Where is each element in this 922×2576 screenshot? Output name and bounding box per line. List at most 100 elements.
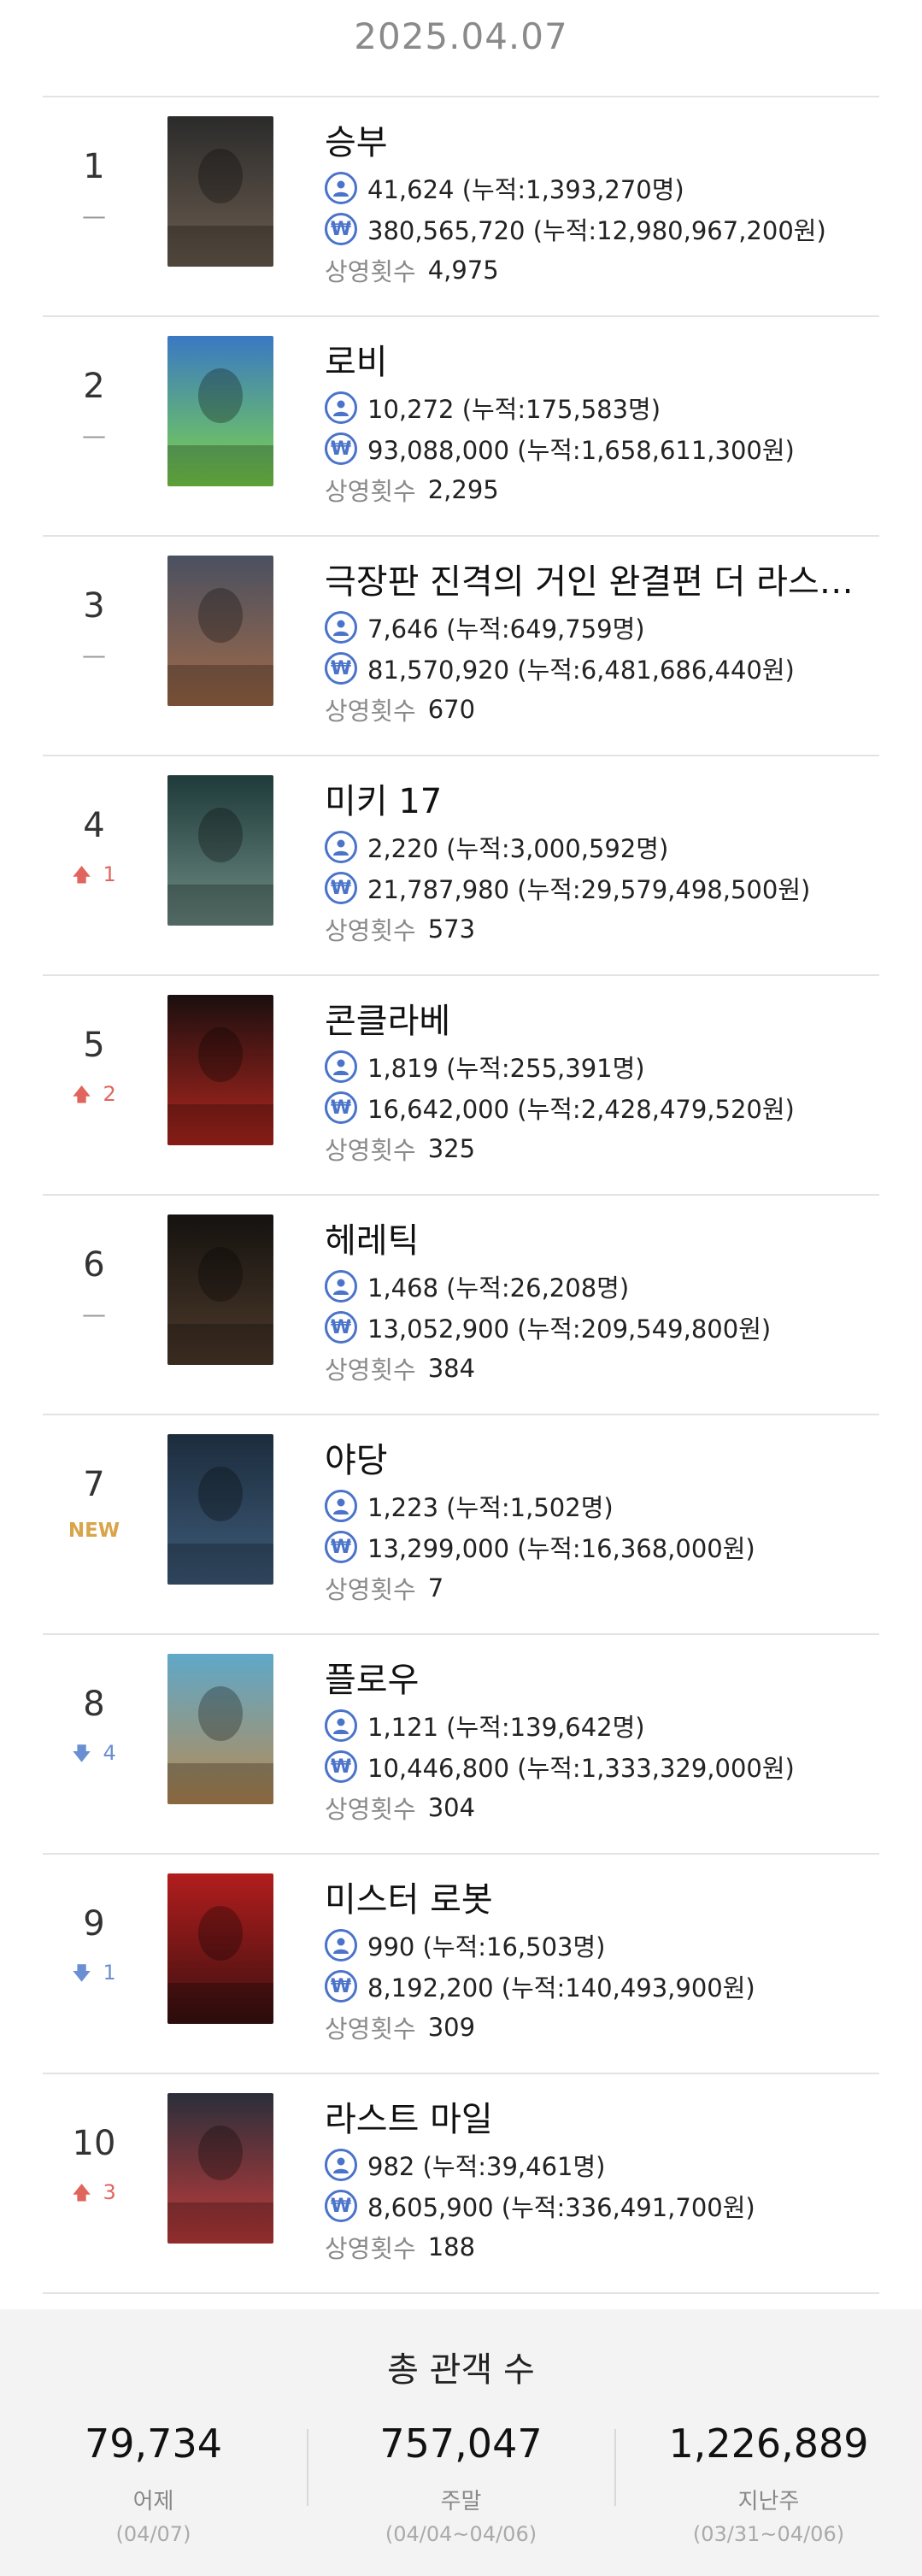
movie-poster[interactable] (167, 1654, 273, 1804)
stat-label: 지난주 (737, 2489, 800, 2514)
sales-amount: 16,642,000 (누적:2,428,479,520원) (367, 1095, 795, 1124)
audience-count: 7,646 (누적:649,759명) (367, 615, 645, 644)
screenings-label: 상영횟수 (325, 1356, 416, 1385)
screenings-label: 상영횟수 (325, 697, 416, 726)
movie-poster[interactable] (167, 116, 273, 267)
sales-amount: 21,787,980 (누적:29,579,498,500원) (367, 875, 811, 904)
sales-line: ₩ 8,192,200 (누적:140,493,900원) (325, 1966, 880, 2007)
screenings-label: 상영횟수 (325, 257, 416, 286)
audience-line: 7,646 (누적:649,759명) (325, 607, 880, 648)
arrow-up-icon: 🡅 (72, 1085, 91, 1106)
movie-poster[interactable] (167, 2093, 273, 2244)
sales-line: ₩ 81,570,920 (누적:6,481,686,440원) (325, 648, 880, 689)
arrow-up-icon: 🡅 (72, 2183, 91, 2204)
arrow-down-icon: 🡇 (72, 1963, 91, 1985)
audience-count: 10,272 (누적:175,583명) (367, 395, 661, 424)
movie-row[interactable]: 8 🡇 4 플로우 1,121 (누적:139,642명) ₩ 10 (43, 1635, 879, 1855)
movie-title[interactable]: 플로우 (325, 1661, 420, 1700)
audience-line: 1,468 (누적:26,208명) (325, 1266, 880, 1307)
movie-title[interactable]: 미스터 로봇 (325, 1880, 493, 1920)
movie-title[interactable]: 야당 (325, 1441, 388, 1480)
won-icon: ₩ (325, 1970, 357, 2003)
audience-count: 990 (누적:16,503명) (367, 1932, 606, 1961)
won-icon: ₩ (325, 2190, 357, 2222)
ranking-date: 2025.04.07 (354, 15, 568, 57)
stat-label: 어제 (132, 2489, 174, 2514)
screenings-count: 7 (427, 1573, 444, 1603)
audience-count: 1,468 (누적:26,208명) (367, 1273, 630, 1303)
rank-change: — (43, 421, 145, 450)
screenings-label: 상영횟수 (325, 916, 416, 945)
movie-title[interactable]: 라스트 마일 (325, 2100, 493, 2139)
sales-line: ₩ 93,088,000 (누적:1,658,611,300원) (325, 428, 880, 469)
screenings-count: 304 (427, 1793, 476, 1822)
rank-number: 8 (83, 1685, 105, 1724)
screenings-line: 상영횟수 4,975 (325, 250, 880, 291)
rank-change: 🡇 4 (43, 1739, 145, 1772)
screenings-count: 188 (427, 2232, 476, 2261)
audience-line: 982 (누적:39,461명) (325, 2144, 880, 2185)
sales-amount: 8,605,900 (누적:336,491,700원) (367, 2193, 755, 2222)
screenings-count: 573 (427, 915, 476, 944)
rank-change-value: 1 (103, 862, 116, 886)
audience-count: 1,819 (누적:255,391명) (367, 1054, 645, 1083)
audience-line: 10,272 (누적:175,583명) (325, 387, 880, 428)
movie-row[interactable]: 10 🡅 3 라스트 마일 982 (누적:39,461명) ₩ 8 (43, 2074, 879, 2294)
movie-poster[interactable] (167, 995, 273, 1145)
rank-change-value: — (82, 1300, 106, 1328)
won-icon: ₩ (325, 1750, 357, 1783)
movie-info: 라스트 마일 982 (누적:39,461명) ₩ 8,605,900 (누적:… (325, 2098, 880, 2267)
movie-title[interactable]: 로비 (325, 343, 388, 382)
audience-line: 1,223 (누적:1,502명) (325, 1485, 880, 1526)
screenings-label: 상영횟수 (325, 1575, 416, 1604)
movie-row[interactable]: 6 — 헤레틱 1,468 (누적:26,208명) ₩ 13,05 (43, 1196, 879, 1415)
movie-poster[interactable] (167, 775, 273, 926)
won-icon: ₩ (325, 1091, 357, 1124)
rank-change: 🡅 3 (43, 2179, 145, 2211)
movie-title[interactable]: 승부 (325, 123, 388, 162)
movie-title[interactable]: 콘클라베 (325, 1002, 451, 1041)
stat-value: 79,734 (85, 2420, 222, 2467)
rank-change: — (43, 641, 145, 669)
rank-change-value: — (82, 202, 106, 230)
screenings-count: 384 (427, 1354, 476, 1383)
won-icon: ₩ (325, 1311, 357, 1344)
movie-row[interactable]: 1 — 승부 41,624 (누적:1,393,270명) ₩ 38 (43, 97, 879, 317)
audience-count: 41,624 (누적:1,393,270명) (367, 175, 684, 204)
screenings-count: 309 (427, 2013, 476, 2042)
movie-poster[interactable] (167, 1873, 273, 2024)
movie-info: 승부 41,624 (누적:1,393,270명) ₩ 380,565,720 … (325, 121, 880, 291)
person-icon (325, 2149, 357, 2181)
movie-title[interactable]: 미키 17 (325, 782, 443, 821)
rank-number: 6 (83, 1245, 105, 1285)
sales-amount: 93,088,000 (누적:1,658,611,300원) (367, 436, 795, 465)
movie-row[interactable]: 5 🡅 2 콘클라베 1,819 (누적:255,391명) ₩ 1 (43, 976, 879, 1196)
movie-row[interactable]: 9 🡇 1 미스터 로봇 990 (누적:16,503명) ₩ 8, (43, 1855, 879, 2074)
movie-poster[interactable] (167, 336, 273, 486)
movie-poster[interactable] (167, 1214, 273, 1365)
sales-line: ₩ 10,446,800 (누적:1,333,329,000원) (325, 1746, 880, 1787)
screenings-count: 670 (427, 695, 476, 724)
screenings-label: 상영횟수 (325, 1795, 416, 1824)
movie-title[interactable]: 극장판 진격의 거인 완결편 더 라스트 어택 (325, 562, 880, 602)
movie-row[interactable]: 3 — 극장판 진격의 거인 완결편 더 라스트 어택 7,646 (누적:64… (43, 537, 880, 756)
screenings-count: 2,295 (427, 475, 499, 504)
movie-row[interactable]: 2 — 로비 10,272 (누적:175,583명) ₩ 93,0 (43, 317, 879, 537)
screenings-label: 상영횟수 (325, 2234, 416, 2263)
divider (307, 2429, 308, 2506)
rank-change: NEW (43, 1520, 145, 1542)
stat-label: 주말 (440, 2489, 482, 2514)
movie-poster[interactable] (167, 556, 273, 706)
movie-row[interactable]: 4 🡅 1 미키 17 2,220 (누적:3,000,592명) ₩ (43, 756, 879, 976)
movie-title[interactable]: 헤레틱 (325, 1221, 420, 1261)
sales-amount: 13,299,000 (누적:16,368,000원) (367, 1534, 755, 1563)
rank-change: — (43, 1300, 145, 1328)
screenings-line: 상영횟수 670 (325, 689, 880, 730)
total-audience-summary: 총 관객 수 79,734 어제 (04/07) 757,047 주말 (04/… (0, 2309, 922, 2576)
movie-info: 야당 1,223 (누적:1,502명) ₩ 13,299,000 (누적:16… (325, 1439, 880, 1609)
movie-row[interactable]: 7 NEW 야당 1,223 (누적:1,502명) ₩ 13,29 (43, 1415, 879, 1635)
movie-poster[interactable] (167, 1434, 273, 1585)
rank-number: 9 (83, 1904, 105, 1944)
rank-number: 10 (72, 2124, 116, 2163)
sales-amount: 10,446,800 (누적:1,333,329,000원) (367, 1754, 795, 1783)
